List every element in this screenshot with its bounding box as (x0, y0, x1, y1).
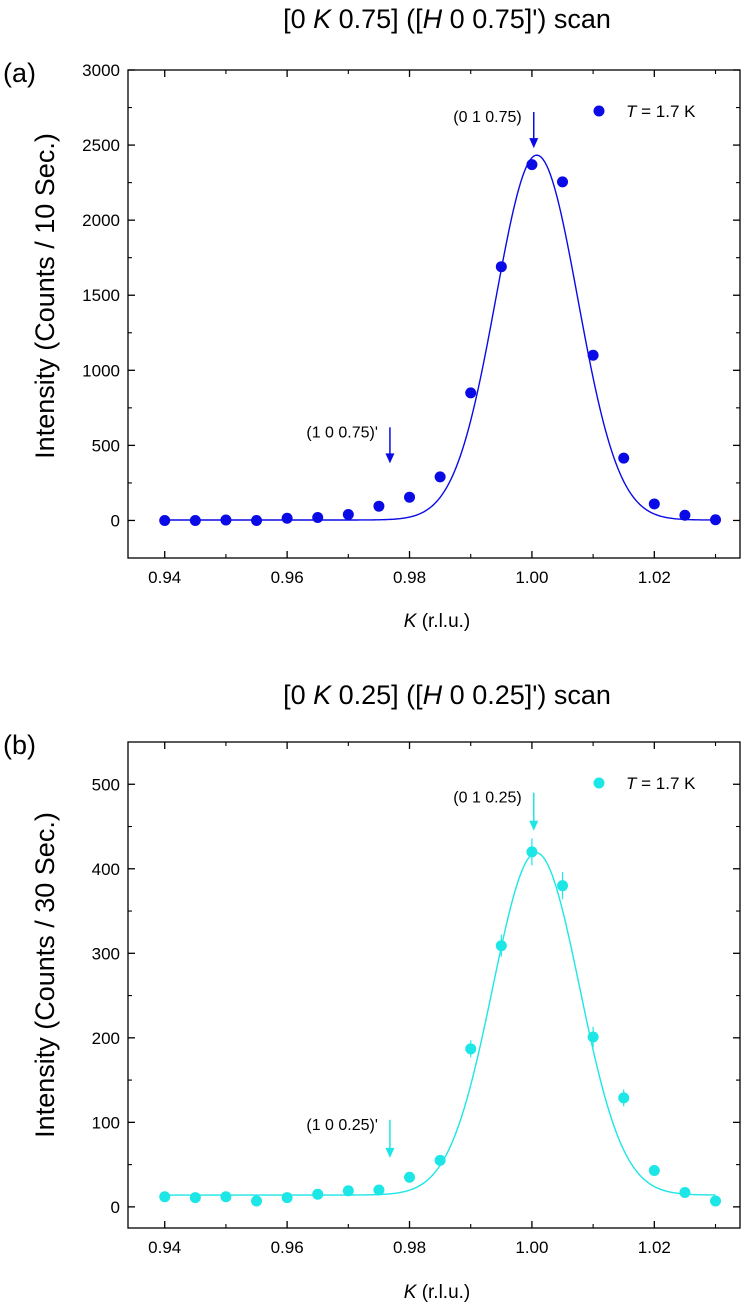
x-tick-label-b: 1.02 (638, 1238, 671, 1257)
data-point-b (373, 1184, 385, 1196)
annotation-arrowhead-a (385, 453, 395, 464)
y-tick-label-a: 500 (92, 436, 120, 455)
y-tick-label-a: 2500 (82, 136, 120, 155)
data-point-a (618, 452, 630, 464)
panel-b-label: (b) (3, 730, 36, 760)
annotation-arrowhead-b (385, 1147, 395, 1158)
fit-curve-b (164, 852, 716, 1196)
y-tick-label-b: 200 (92, 1029, 120, 1048)
panel-a-label: (a) (3, 58, 36, 88)
annotation-arrowhead-a (529, 138, 539, 149)
y-tick-label-a: 1500 (82, 286, 120, 305)
data-point-a (557, 176, 569, 188)
data-point-a (312, 511, 324, 523)
panel-b: [0 K 0.25] ([H 0 0.25]') scan (b) Intens… (3, 680, 741, 1303)
data-point-b (342, 1185, 354, 1197)
fit-curve-a (164, 154, 716, 521)
plot-area-a: 0.94 0.96 0.98 1.00 1.02 0 500 1000 1500 2000 2500… (82, 61, 741, 587)
data-point-b (220, 1191, 232, 1203)
y-tick-label-b: 100 (92, 1113, 120, 1132)
data-point-a (189, 514, 201, 526)
data-point-b (189, 1192, 201, 1204)
data-point-a (251, 514, 263, 526)
x-tick-label-b: 0.98 (393, 1238, 426, 1257)
data-point-b (526, 846, 538, 858)
data-point-a (465, 387, 477, 399)
y-tick-label-a: 3000 (82, 61, 120, 80)
chart-a-xlabel: K (r.l.u.) (404, 611, 471, 632)
x-tick-label-a: 0.98 (393, 568, 426, 587)
chart-a-title: [0 K 0.75] ([H 0 0.75]') scan (283, 4, 611, 34)
data-point-b (404, 1171, 416, 1183)
data-point-a (342, 508, 354, 520)
plot-frame-b (127, 741, 741, 1229)
x-tick-label-b: 0.96 (271, 1238, 304, 1257)
annotation-label-a: (1 0 0.75)' (306, 424, 378, 441)
chart-b-xlabel: K (r.l.u.) (404, 1282, 471, 1303)
x-tick-label-a: 1.02 (638, 568, 671, 587)
plot-frame-a (127, 69, 741, 559)
y-tick-label-b: 500 (92, 775, 120, 794)
data-point-a (373, 500, 385, 512)
legend-b-label: T = 1.7 K (626, 774, 696, 793)
data-point-b (618, 1092, 630, 1104)
annotation-label-b: (0 1 0.25) (453, 790, 521, 807)
x-tick-label-b: 0.94 (148, 1238, 181, 1257)
data-point-b (251, 1195, 263, 1207)
data-point-b (587, 1031, 599, 1043)
y-tick-label-a: 1000 (82, 361, 120, 380)
data-point-b (648, 1165, 660, 1177)
data-point-b (679, 1187, 691, 1199)
x-tick-label-a: 0.94 (148, 568, 181, 587)
data-point-a (159, 514, 171, 526)
data-point-b (557, 880, 569, 892)
data-point-b (465, 1043, 477, 1055)
data-point-a (587, 349, 599, 361)
chart-b-ylabel: Intensity (Counts / 30 Sec.) (30, 812, 60, 1138)
data-point-b (434, 1154, 446, 1166)
data-point-b (495, 940, 507, 952)
data-point-a (220, 514, 232, 526)
x-tick-label-b: 1.00 (515, 1238, 548, 1257)
legend-b: T = 1.7 K (593, 774, 696, 793)
y-tick-label-a: 0 (111, 511, 120, 530)
data-point-a (434, 471, 446, 483)
data-point-b (710, 1195, 722, 1207)
annotation-label-b: (1 0 0.25)' (306, 1117, 378, 1134)
y-tick-label-a: 2000 (82, 211, 120, 230)
data-point-a (526, 159, 538, 171)
legend-a-marker (593, 105, 605, 117)
plot-area-b: 0.94 0.96 0.98 1.00 1.02 0 100 200 300 400 500 (0 1… (92, 741, 741, 1257)
data-point-a (710, 514, 722, 526)
data-point-a (404, 491, 416, 503)
annotation-label-a: (0 1 0.75) (453, 109, 521, 126)
x-tick-label-a: 1.00 (515, 568, 548, 587)
data-point-b (312, 1188, 324, 1200)
legend-b-marker (593, 777, 605, 789)
chart-a-ylabel: Intensity (Counts / 10 Sec.) (30, 133, 60, 459)
legend-a: T = 1.7 K (593, 102, 696, 121)
y-tick-label-b: 0 (111, 1198, 120, 1217)
panel-a: [0 K 0.75] ([H 0 0.75]') scan (a) Intens… (3, 4, 741, 632)
y-tick-label-b: 400 (92, 860, 120, 879)
data-point-b (281, 1192, 293, 1204)
annotation-arrowhead-b (529, 820, 539, 831)
chart-b-title: [0 K 0.25] ([H 0 0.25]') scan (283, 680, 611, 710)
x-tick-label-a: 0.96 (271, 568, 304, 587)
data-point-a (679, 509, 691, 521)
data-point-a (495, 261, 507, 273)
legend-a-label: T = 1.7 K (626, 102, 696, 121)
y-tick-label-b: 300 (92, 944, 120, 963)
data-point-b (159, 1191, 171, 1203)
data-point-a (648, 498, 660, 510)
data-point-a (281, 512, 293, 524)
